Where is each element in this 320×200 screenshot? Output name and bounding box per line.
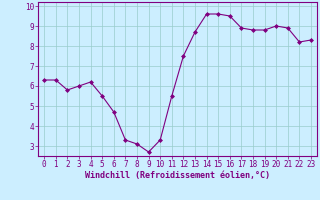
- X-axis label: Windchill (Refroidissement éolien,°C): Windchill (Refroidissement éolien,°C): [85, 171, 270, 180]
